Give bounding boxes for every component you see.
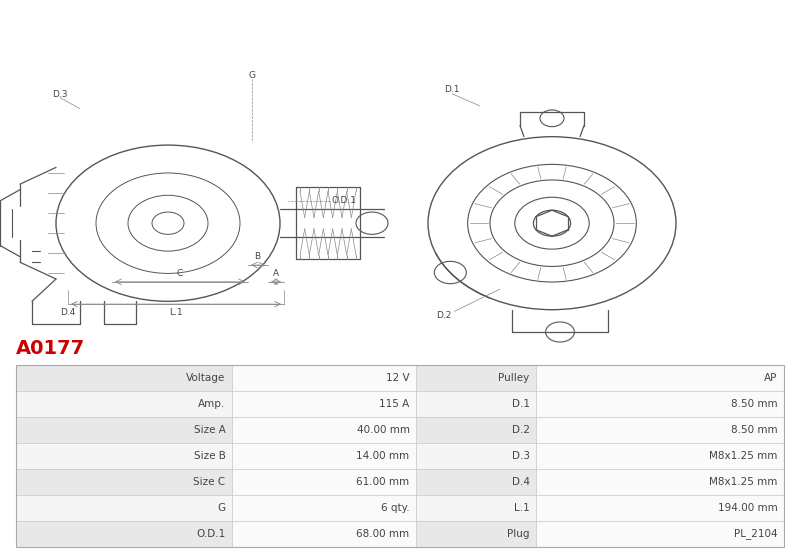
- Text: O.D.1: O.D.1: [196, 529, 226, 539]
- Text: O.D.1: O.D.1: [332, 196, 357, 205]
- Bar: [416, 443, 536, 469]
- Text: 61.00 mm: 61.00 mm: [357, 477, 410, 487]
- Bar: [232, 443, 416, 469]
- Bar: [416, 391, 536, 417]
- Text: 115 A: 115 A: [379, 400, 410, 410]
- Bar: [416, 365, 536, 391]
- Bar: [16, 417, 232, 443]
- Text: PL_2104: PL_2104: [734, 528, 778, 540]
- Text: A: A: [273, 269, 279, 278]
- Bar: [16, 443, 232, 469]
- Bar: [536, 417, 784, 443]
- Bar: [232, 391, 416, 417]
- Bar: [536, 443, 784, 469]
- Text: Plug: Plug: [507, 529, 530, 539]
- Bar: [536, 391, 784, 417]
- Text: G: G: [218, 503, 226, 513]
- Bar: [16, 521, 232, 547]
- Bar: [16, 469, 232, 495]
- Text: D.2: D.2: [436, 311, 452, 320]
- Bar: [16, 365, 232, 391]
- Text: Voltage: Voltage: [186, 373, 226, 383]
- Text: M8x1.25 mm: M8x1.25 mm: [710, 451, 778, 461]
- Bar: [232, 417, 416, 443]
- Text: Size B: Size B: [194, 451, 226, 461]
- Text: D.2: D.2: [512, 425, 530, 435]
- Text: D.4: D.4: [60, 308, 76, 317]
- Text: 8.50 mm: 8.50 mm: [731, 425, 778, 435]
- Bar: [232, 469, 416, 495]
- Text: M8x1.25 mm: M8x1.25 mm: [710, 477, 778, 487]
- Text: 12 V: 12 V: [386, 373, 410, 383]
- Bar: [16, 365, 784, 547]
- Text: D.3: D.3: [512, 451, 530, 461]
- Bar: [416, 495, 536, 521]
- Text: D.4: D.4: [512, 477, 530, 487]
- Text: Pulley: Pulley: [498, 373, 530, 383]
- Bar: [232, 365, 416, 391]
- Text: D.3: D.3: [52, 90, 68, 99]
- Text: 194.00 mm: 194.00 mm: [718, 503, 778, 513]
- Text: Amp.: Amp.: [198, 400, 226, 410]
- Bar: [416, 469, 536, 495]
- Bar: [416, 417, 536, 443]
- Text: L.1: L.1: [169, 308, 183, 317]
- Bar: [536, 365, 784, 391]
- Text: 6 qty.: 6 qty.: [381, 503, 410, 513]
- Text: G: G: [249, 71, 255, 80]
- Text: D.1: D.1: [512, 400, 530, 410]
- Bar: [232, 495, 416, 521]
- Text: Size A: Size A: [194, 425, 226, 435]
- Text: D.1: D.1: [444, 85, 460, 94]
- Text: AP: AP: [764, 373, 778, 383]
- Bar: [536, 521, 784, 547]
- Text: 14.00 mm: 14.00 mm: [357, 451, 410, 461]
- Bar: [416, 521, 536, 547]
- Text: 8.50 mm: 8.50 mm: [731, 400, 778, 410]
- Bar: [16, 391, 232, 417]
- Text: A0177: A0177: [16, 339, 85, 358]
- Text: 40.00 mm: 40.00 mm: [357, 425, 410, 435]
- Text: L.1: L.1: [514, 503, 530, 513]
- Text: B: B: [254, 252, 261, 261]
- Bar: [536, 495, 784, 521]
- Text: Size C: Size C: [194, 477, 226, 487]
- Text: 68.00 mm: 68.00 mm: [357, 529, 410, 539]
- Text: C: C: [177, 269, 183, 278]
- Bar: [232, 521, 416, 547]
- Bar: [16, 495, 232, 521]
- Bar: [536, 469, 784, 495]
